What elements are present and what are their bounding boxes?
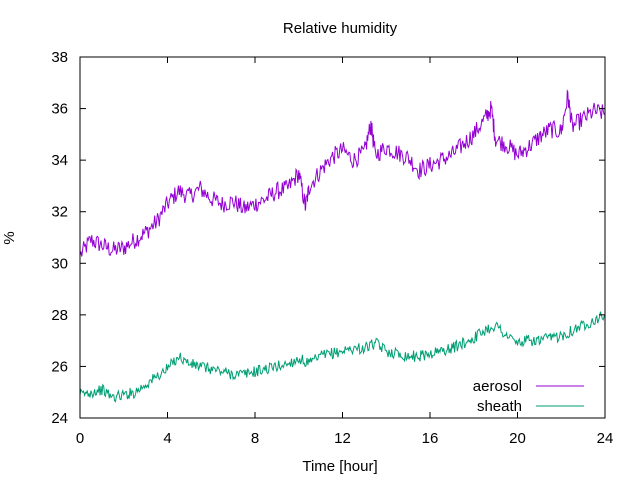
y-tick-label: 38 [51,49,68,66]
y-axis-label: % [1,231,18,244]
series-line-sheath [79,311,606,403]
series-line-aerosol [79,89,606,257]
x-tick-label: 24 [597,430,614,447]
legend: aerosol sheath [473,378,584,415]
x-tick-label: 8 [251,430,259,447]
chart-title: Relative humidity [283,20,398,37]
x-tick-label: 0 [76,430,84,447]
x-tick-label: 12 [334,430,351,447]
x-axis-label: Time [hour] [302,458,377,475]
x-tick-label: 4 [163,430,171,447]
y-tick-label: 28 [51,307,68,324]
y-tick-label: 26 [51,358,68,375]
x-tick-label: 16 [422,430,439,447]
y-tick-label: 24 [51,410,68,427]
plot-area [79,89,606,403]
y-tick-label: 30 [51,255,68,272]
axes: 0 4 8 12 16 20 24 24 26 28 30 32 34 36 38 [51,49,613,447]
legend-label-aerosol: aerosol [473,378,522,395]
legend-label-sheath: sheath [477,398,522,415]
plot-frame [79,56,606,419]
x-tick-label: 20 [509,430,526,447]
y-tick-label: 36 [51,101,68,118]
y-tick-label: 34 [51,152,68,169]
y-tick-label: 32 [51,204,68,221]
